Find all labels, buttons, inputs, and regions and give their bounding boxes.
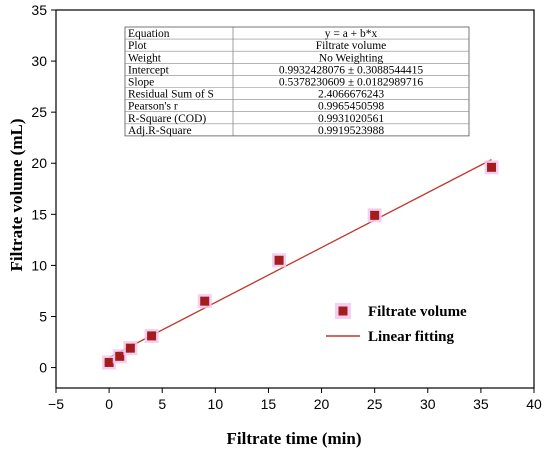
- stats-table-value: 0.5378230609 ± 0.0182989716: [279, 77, 424, 89]
- y-tick-label: 25: [31, 104, 47, 120]
- x-tick-label: 15: [261, 396, 277, 412]
- legend-label-fit: Linear fitting: [368, 329, 454, 345]
- stats-table-value: Filtrate volume: [316, 40, 387, 52]
- x-tick-label: 40: [526, 396, 542, 412]
- data-points: [102, 160, 499, 370]
- stats-table-value: 0.9932428076 ± 0.3088544415: [279, 64, 424, 76]
- data-point: [487, 162, 497, 172]
- data-point: [125, 343, 135, 353]
- stats-table-key: Equation: [128, 28, 170, 40]
- stats-table-key: R-Square (COD): [128, 113, 206, 125]
- y-tick-label: 30: [31, 53, 47, 69]
- stats-table-frame: [124, 26, 470, 137]
- x-tick-label: 20: [314, 396, 330, 412]
- y-tick-label: 15: [31, 206, 47, 222]
- stats-table-key: Plot: [128, 40, 147, 52]
- x-tick-label: 0: [105, 396, 113, 412]
- y-axis-title: Filtrate volume (mL): [7, 119, 26, 272]
- data-point: [200, 296, 210, 306]
- legend-marker: [338, 306, 348, 316]
- stats-table-value: 0.9931020561: [318, 113, 384, 125]
- stats-table-value: y = a + b*x: [325, 28, 378, 40]
- x-tick-label: 30: [420, 396, 436, 412]
- y-tick-label: 20: [31, 155, 47, 171]
- stats-table-key: Intercept: [128, 64, 170, 76]
- stats-table-key: Adj.R-Square: [128, 125, 192, 137]
- stats-table: Equation y = a + b*x Plot Filtrate volume We…: [124, 26, 470, 137]
- linear-fit-line: [108, 159, 492, 358]
- plot-frame: [55, 9, 535, 389]
- stats-table-key: Slope: [128, 77, 154, 89]
- y-tick-label: 10: [31, 257, 47, 273]
- data-point: [370, 210, 380, 220]
- y-tick-label: 5: [39, 308, 47, 324]
- x-tick-label: 10: [208, 396, 224, 412]
- legend-label-scatter: Filtrate volume: [368, 304, 467, 320]
- stats-table-key: Weight: [128, 52, 162, 64]
- axis-ticks: −5 0 5 10 15 20 25 30 35 40 0 5 10 15 20 25 30 35: [31, 2, 542, 412]
- x-tick-label: −5: [48, 396, 64, 412]
- stats-table-key: Pearson's r: [128, 101, 178, 113]
- data-point: [104, 357, 114, 367]
- y-tick-label: 35: [31, 2, 47, 18]
- data-point: [274, 255, 284, 265]
- x-axis-title: Filtrate time (min): [227, 429, 362, 448]
- x-tick-label: 25: [367, 396, 383, 412]
- legend: Filtrate volume Linear fitting: [326, 303, 467, 345]
- data-point: [115, 351, 125, 361]
- x-tick-label: 35: [473, 396, 489, 412]
- stats-table-value: 2.4066676243: [318, 89, 384, 101]
- data-point: [147, 331, 157, 341]
- stats-table-value: 0.9965450598: [318, 101, 384, 113]
- stats-table-value: No Weighting: [319, 52, 384, 64]
- plot-border: [55, 9, 535, 389]
- stats-table-value: 0.9919523988: [318, 125, 384, 137]
- y-tick-label: 0: [39, 360, 47, 376]
- stats-table-key: Residual Sum of S: [128, 89, 214, 101]
- x-tick-label: 5: [158, 396, 166, 412]
- fit-line-layer: [108, 159, 492, 358]
